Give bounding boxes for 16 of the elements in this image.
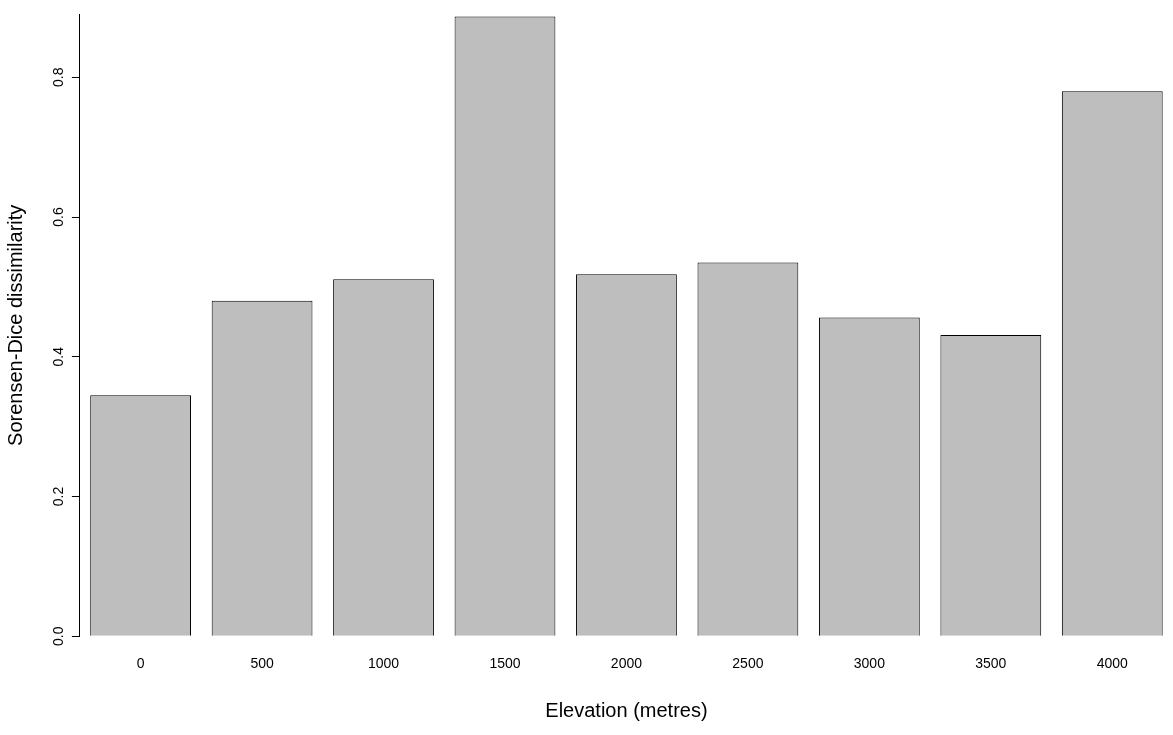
y-tick-label: 0.6: [49, 207, 66, 227]
x-tick-label: 3000: [853, 655, 886, 672]
x-tick-label: 1000: [367, 655, 400, 672]
x-tick-label: 0: [136, 655, 145, 672]
y-axis-title: Sorensen-Dice dissimilarity: [3, 204, 26, 446]
x-tick-label: 4000: [1096, 655, 1129, 672]
x-axis-title: Elevation (metres): [545, 698, 708, 721]
x-tick-label: 2500: [732, 655, 764, 672]
y-tick-label: 0.4: [49, 346, 66, 367]
y-tick-label: 0.8: [49, 67, 66, 88]
y-tick-label: 0.0: [49, 626, 66, 646]
y-tick-label: 0.2: [49, 486, 66, 507]
x-tick-label: 2000: [610, 655, 643, 672]
x-tick-label: 500: [250, 655, 274, 672]
x-tick-label: 3500: [975, 655, 1007, 672]
x-tick-label: 1500: [489, 655, 521, 672]
